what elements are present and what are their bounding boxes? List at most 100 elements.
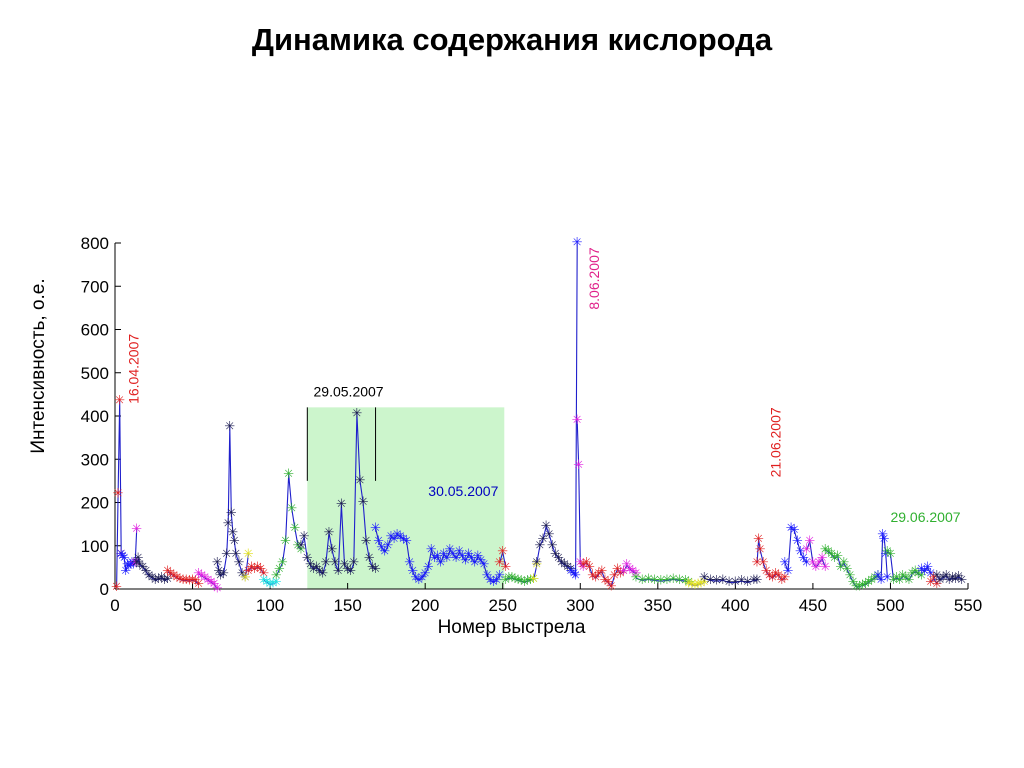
data-point: ✳ xyxy=(897,569,908,584)
data-point: ✳ xyxy=(296,543,307,558)
x-tick-label: 300 xyxy=(566,596,594,615)
data-point: ✳ xyxy=(953,569,964,584)
x-axis-label: Номер выстрела xyxy=(438,617,586,638)
data-point: ✳ xyxy=(718,573,729,588)
data-point: ✳ xyxy=(203,573,214,588)
series-line xyxy=(120,554,136,572)
data-point: ✳ xyxy=(910,564,921,579)
data-point: ✳ xyxy=(882,545,893,560)
data-point: ✳ xyxy=(466,551,477,566)
data-point: ✳ xyxy=(753,532,764,547)
data-point: ✳ xyxy=(904,573,915,588)
data-point: ✳ xyxy=(153,572,164,587)
data-point: ✳ xyxy=(755,543,766,558)
series-line xyxy=(756,539,786,582)
data-point: ✳ xyxy=(119,551,130,566)
data-point: ✳ xyxy=(525,573,536,588)
data-point: ✳ xyxy=(258,566,269,581)
data-point: ✳ xyxy=(131,556,142,571)
data-point: ✳ xyxy=(873,569,884,584)
data-point: ✳ xyxy=(780,556,791,571)
data-point: ✳ xyxy=(212,582,223,597)
data-point: ✳ xyxy=(528,572,539,587)
series-line xyxy=(275,474,302,577)
data-point: ✳ xyxy=(618,564,629,579)
data-point: ✳ xyxy=(199,571,210,586)
data-point: ✳ xyxy=(873,569,884,584)
data-point: ✳ xyxy=(407,564,418,579)
data-point: ✳ xyxy=(330,556,341,571)
data-point: ✳ xyxy=(916,562,927,577)
data-point: ✳ xyxy=(414,573,425,588)
data-point: ✳ xyxy=(133,551,144,566)
data-point: ✳ xyxy=(227,525,238,540)
data-point: ✳ xyxy=(531,556,542,571)
data-point: ✳ xyxy=(299,530,310,545)
data-point: ✳ xyxy=(891,571,902,586)
data-point: ✳ xyxy=(221,547,232,562)
data-point: ✳ xyxy=(277,556,288,571)
data-point: ✳ xyxy=(789,523,800,538)
data-point: ✳ xyxy=(497,545,508,560)
data-point: ✳ xyxy=(838,556,849,571)
x-tick-label: 400 xyxy=(721,596,749,615)
data-point: ✳ xyxy=(534,538,545,553)
data-point: ✳ xyxy=(113,486,124,501)
data-point: ✳ xyxy=(621,558,632,573)
data-point: ✳ xyxy=(885,547,896,562)
series-line xyxy=(583,562,625,589)
x-tick-label: 450 xyxy=(799,596,827,615)
data-point: ✳ xyxy=(503,571,514,586)
data-point: ✳ xyxy=(127,556,138,571)
data-point: ✳ xyxy=(848,575,859,590)
y-tick-label: 200 xyxy=(81,494,109,513)
data-point: ✳ xyxy=(510,572,521,587)
data-point: ✳ xyxy=(877,527,888,542)
data-point: ✳ xyxy=(569,566,580,581)
series-line xyxy=(375,528,501,584)
data-point: ✳ xyxy=(680,574,691,589)
data-point: ✳ xyxy=(262,575,273,590)
data-point: ✳ xyxy=(944,573,955,588)
data-point: ✳ xyxy=(131,522,142,537)
data-point: ✳ xyxy=(637,573,648,588)
data-point: ✳ xyxy=(522,574,533,589)
data-point: ✳ xyxy=(398,532,409,547)
data-point: ✳ xyxy=(817,551,828,566)
data-point: ✳ xyxy=(556,556,567,571)
data-point: ✳ xyxy=(780,571,791,586)
data-point: ✳ xyxy=(435,556,446,571)
data-point: ✳ xyxy=(280,534,291,549)
data-point: ✳ xyxy=(488,575,499,590)
series-line xyxy=(623,564,637,575)
data-point: ✳ xyxy=(752,556,763,571)
data-point: ✳ xyxy=(237,566,248,581)
data-point: ✳ xyxy=(773,569,784,584)
data-point: ✳ xyxy=(742,575,753,590)
data-point: ✳ xyxy=(553,551,564,566)
data-point: ✳ xyxy=(857,578,868,593)
data-point: ✳ xyxy=(215,569,226,584)
data-point: ✳ xyxy=(404,556,415,571)
data-point: ✳ xyxy=(348,556,359,571)
data-point: ✳ xyxy=(128,558,139,573)
data-point: ✳ xyxy=(243,564,254,579)
x-tick-label: 100 xyxy=(256,596,284,615)
data-point: ✳ xyxy=(655,574,666,589)
data-point: ✳ xyxy=(429,551,440,566)
data-point: ✳ xyxy=(606,579,617,594)
data-point: ✳ xyxy=(693,577,704,592)
data-point: ✳ xyxy=(196,569,207,584)
data-point: ✳ xyxy=(928,571,939,586)
data-point: ✳ xyxy=(190,574,201,589)
y-tick-label: 500 xyxy=(81,364,109,383)
data-point: ✳ xyxy=(736,574,747,589)
data-point: ✳ xyxy=(472,549,483,564)
data-point: ✳ xyxy=(696,576,707,591)
data-point: ✳ xyxy=(752,573,763,588)
y-tick-label: 300 xyxy=(81,450,109,469)
data-point: ✳ xyxy=(116,547,127,562)
series-line xyxy=(505,577,534,584)
data-point: ✳ xyxy=(333,564,344,579)
data-point: ✳ xyxy=(336,497,347,512)
